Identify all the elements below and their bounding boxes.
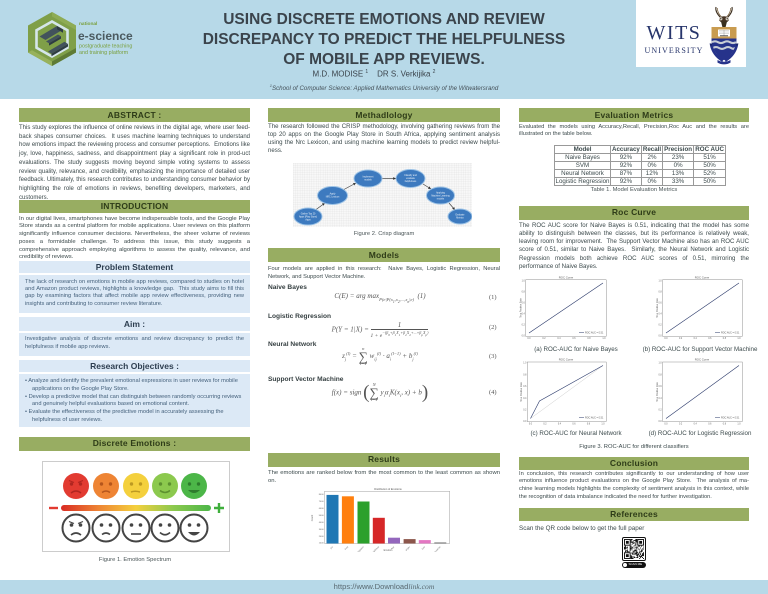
svg-text:0.0: 0.0	[664, 424, 668, 426]
svg-text:ROC Curve: ROC Curve	[559, 358, 574, 362]
svg-text:0.8: 0.8	[587, 424, 591, 426]
svg-text:0.6: 0.6	[658, 386, 662, 388]
svg-text:Distribution of Emotions: Distribution of Emotions	[374, 487, 402, 491]
svg-text:0.2: 0.2	[679, 424, 683, 426]
svg-text:2000: 2000	[319, 536, 325, 538]
svg-text:Machine Learning: Machine Learning	[431, 195, 450, 198]
svg-text:0.6: 0.6	[522, 303, 526, 305]
svg-text:Implement: Implement	[363, 176, 374, 179]
svg-text:surprise: surprise	[434, 545, 442, 552]
svg-text:1.0: 1.0	[658, 363, 662, 365]
svg-text:models: models	[437, 199, 445, 201]
svg-text:0.6: 0.6	[658, 303, 662, 305]
svg-text:anger: anger	[405, 545, 411, 551]
svg-text:NRC Lexicon: NRC Lexicon	[326, 197, 340, 199]
svg-text:0.0: 0.0	[658, 336, 662, 338]
svg-text:0.4: 0.4	[694, 424, 698, 426]
svg-text:ROC AUC = 0.51: ROC AUC = 0.51	[721, 332, 740, 335]
svg-text:0.6: 0.6	[523, 386, 527, 388]
svg-text:Classify and: Classify and	[404, 175, 417, 177]
svg-text:0.6: 0.6	[572, 424, 576, 426]
svg-text:0.2: 0.2	[658, 410, 662, 412]
svg-text:0.8: 0.8	[723, 338, 727, 339]
svg-text:4000: 4000	[319, 522, 325, 524]
svg-text:1.0: 1.0	[601, 424, 605, 426]
svg-text:0.8: 0.8	[587, 338, 591, 339]
svg-text:love: love	[422, 546, 427, 551]
svg-text:postgraduate teaching: postgraduate teaching	[79, 44, 132, 50]
svg-text:0.0: 0.0	[664, 338, 668, 339]
svg-text:trust: trust	[344, 545, 349, 550]
svg-text:1.0: 1.0	[523, 363, 527, 365]
svg-text:0.6: 0.6	[572, 338, 576, 339]
svg-text:fear: fear	[390, 545, 395, 550]
svg-text:ROC Curve: ROC Curve	[695, 358, 710, 362]
svg-text:1.0: 1.0	[658, 281, 662, 283]
svg-text:ROC AUC = 0.51: ROC AUC = 0.51	[585, 332, 604, 335]
svg-text:0.2: 0.2	[523, 410, 527, 412]
svg-text:Emotion: Emotion	[384, 549, 393, 552]
svg-text:0.8: 0.8	[523, 374, 527, 376]
svg-text:0.4: 0.4	[558, 424, 562, 426]
svg-text:e-science: e-science	[78, 29, 133, 43]
svg-text:1.0: 1.0	[522, 281, 526, 283]
svg-text:1.0: 1.0	[602, 338, 606, 339]
svg-text:1.0: 1.0	[737, 338, 741, 339]
svg-text:1000: 1000	[319, 543, 325, 545]
svg-text:evaluate: evaluate	[406, 177, 415, 180]
svg-text:0.8: 0.8	[658, 292, 662, 294]
svg-text:0.0: 0.0	[658, 421, 662, 423]
svg-text:national: national	[79, 21, 97, 27]
svg-text:True Positive Rate: True Positive Rate	[519, 298, 522, 318]
svg-text:8000: 8000	[319, 494, 325, 496]
svg-text:models: models	[364, 180, 372, 182]
svg-text:0.2: 0.2	[679, 338, 683, 339]
svg-text:ROC AUC = 0.51: ROC AUC = 0.51	[585, 417, 604, 420]
svg-text:0.0: 0.0	[523, 421, 527, 423]
svg-text:1.0: 1.0	[737, 424, 741, 426]
svg-text:0.0: 0.0	[527, 338, 531, 339]
svg-text:0.8: 0.8	[658, 374, 662, 376]
svg-text:Metrics: Metrics	[456, 217, 464, 220]
svg-text:3000: 3000	[319, 529, 325, 531]
svg-text:Apps: Apps	[305, 219, 311, 222]
svg-text:0.2: 0.2	[543, 424, 547, 426]
svg-text:0.4: 0.4	[522, 314, 526, 316]
svg-text:joy: joy	[330, 546, 335, 551]
svg-text:ROC Curve: ROC Curve	[695, 275, 710, 279]
svg-text:True Positive Rate: True Positive Rate	[520, 382, 523, 402]
svg-text:0.4: 0.4	[523, 398, 527, 400]
svg-text:anticipation: anticipation	[355, 545, 366, 552]
svg-text:0.0: 0.0	[529, 424, 533, 426]
svg-text:Applying: Applying	[436, 192, 446, 195]
svg-text:5000: 5000	[319, 515, 325, 517]
svg-text:0.2: 0.2	[658, 325, 662, 327]
svg-text:True Positive Rate: True Positive Rate	[656, 298, 659, 318]
svg-text:ROC AUC = 0.51: ROC AUC = 0.51	[721, 417, 740, 420]
svg-text:0.8: 0.8	[723, 424, 727, 426]
svg-text:helpfulness: helpfulness	[405, 181, 417, 183]
svg-text:0.2: 0.2	[542, 338, 546, 339]
svg-text:0.4: 0.4	[694, 338, 698, 339]
svg-text:6000: 6000	[319, 508, 325, 510]
svg-text:Gather Top 20: Gather Top 20	[301, 213, 316, 216]
svg-text:Evaluate: Evaluate	[456, 214, 466, 217]
svg-text:0.6: 0.6	[708, 424, 712, 426]
svg-text:sadness: sadness	[373, 546, 381, 552]
svg-text:0.2: 0.2	[522, 325, 526, 327]
svg-text:0.8: 0.8	[522, 292, 526, 294]
svg-text:7000: 7000	[319, 501, 325, 503]
svg-text:0.4: 0.4	[658, 314, 662, 316]
svg-text:True Positive Rate: True Positive Rate	[656, 382, 659, 402]
svg-text:0.0: 0.0	[522, 336, 526, 338]
svg-text:Apps (Play Store): Apps (Play Store)	[299, 216, 317, 219]
svg-text:0.4: 0.4	[658, 398, 662, 400]
svg-text:Apply: Apply	[330, 193, 337, 196]
svg-text:and training platform: and training platform	[79, 50, 129, 56]
svg-text:0.6: 0.6	[708, 338, 712, 339]
svg-text:Count: Count	[311, 514, 314, 521]
svg-text:0.4: 0.4	[557, 338, 561, 339]
svg-text:ROC Curve: ROC Curve	[559, 275, 574, 279]
